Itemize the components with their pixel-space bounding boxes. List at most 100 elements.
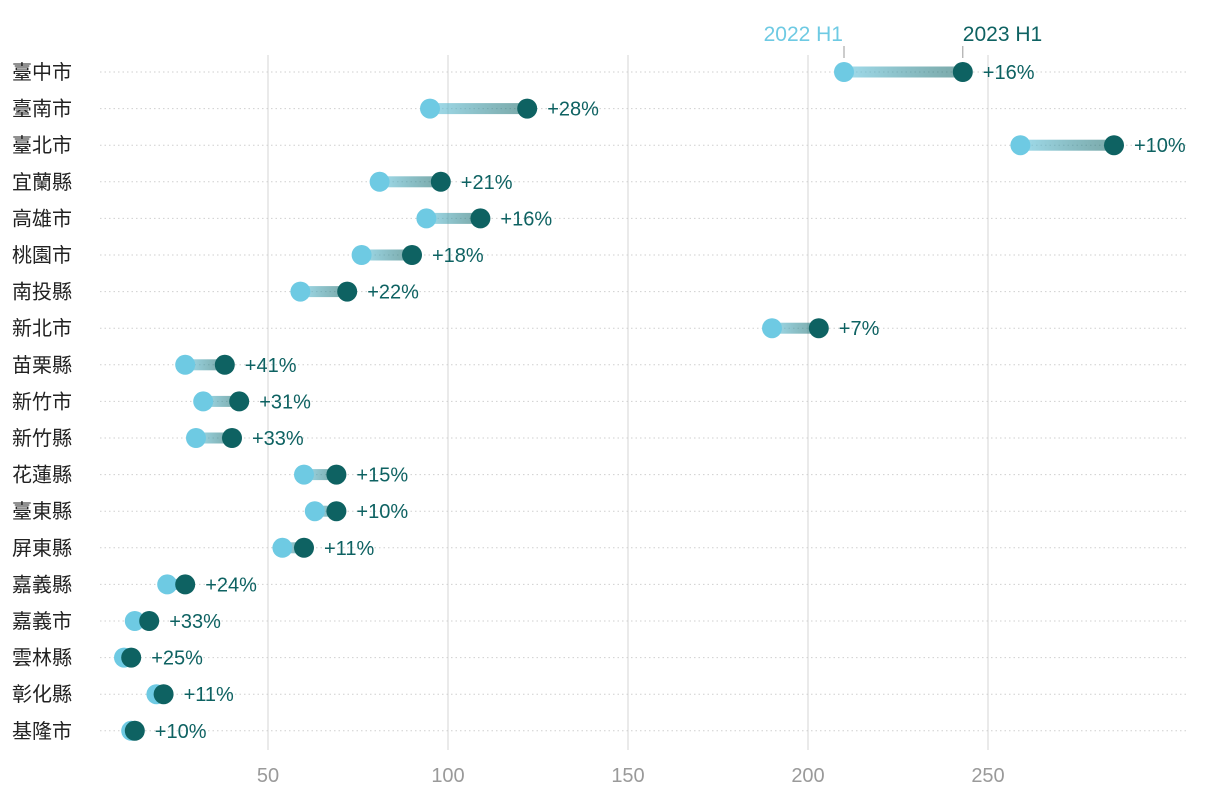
change-label: +10% — [155, 721, 207, 743]
dot-2022 — [175, 354, 196, 375]
dot-2022 — [290, 281, 311, 302]
legend-2023-label: 2023 H1 — [963, 23, 1042, 46]
change-label: +31% — [259, 391, 311, 413]
dot-2023 — [139, 611, 160, 631]
change-label: +25% — [151, 648, 203, 670]
y-category-label: 花蓮縣 — [12, 463, 72, 487]
label-layer: 臺中市 +16% 臺南市 +28% 臺北市 +10% 宜蘭縣 +21% 高雄市 +16% 桃園市 +1… — [12, 60, 1186, 743]
y-category-label: 苗栗縣 — [12, 353, 72, 377]
y-category-label: 宜蘭縣 — [12, 170, 72, 194]
change-label: +16% — [500, 208, 552, 230]
connector-bar — [300, 286, 348, 298]
x-tick-label: 50 — [257, 765, 279, 787]
dot-2023 — [326, 464, 347, 485]
dot-2023 — [294, 537, 314, 558]
change-label: +33% — [252, 428, 304, 450]
x-tick-label: 200 — [791, 765, 824, 787]
change-label: +10% — [1134, 135, 1186, 157]
connector-bar — [203, 395, 240, 407]
dot-2022 — [420, 98, 440, 119]
dot-2023 — [326, 501, 347, 522]
dot-2023 — [175, 574, 196, 595]
change-label: +33% — [169, 611, 221, 633]
connector-bar — [185, 359, 225, 371]
dot-2023 — [121, 647, 142, 668]
change-label: +21% — [461, 172, 513, 194]
y-category-label: 臺南市 — [12, 97, 72, 121]
connector-bar — [304, 469, 337, 481]
change-label: +11% — [184, 684, 234, 706]
change-label: +28% — [547, 99, 599, 121]
dot-2023 — [430, 171, 451, 192]
connector-bar — [314, 505, 337, 517]
dot-2022 — [369, 171, 390, 192]
y-category-label: 臺東縣 — [12, 499, 72, 523]
y-category-label: 嘉義縣 — [12, 572, 72, 596]
dot-2023 — [337, 281, 358, 302]
dot-2022 — [304, 501, 325, 522]
x-tick-label: 250 — [971, 765, 1004, 787]
grid-layer — [267, 55, 989, 750]
connector-bar — [379, 176, 441, 188]
legend-2022-label: 2022 H1 — [764, 23, 843, 46]
connector-bar — [282, 542, 304, 554]
dot-layer — [114, 62, 1124, 741]
dot-2022 — [272, 537, 293, 558]
dot-2023 — [153, 684, 174, 705]
dot-2023 — [808, 318, 829, 339]
y-category-label: 雲林縣 — [12, 646, 72, 670]
y-category-label: 新竹市 — [12, 389, 72, 413]
change-label: +24% — [205, 574, 257, 596]
change-label: +11% — [324, 538, 374, 560]
dot-2022 — [351, 245, 372, 265]
dot-2023 — [214, 354, 235, 375]
connector-bar — [772, 322, 819, 334]
dot-2022 — [294, 464, 314, 485]
connector-bar — [844, 66, 963, 78]
y-category-label: 基隆市 — [12, 719, 72, 743]
dot-2023 — [229, 391, 250, 412]
x-tick-label: 100 — [431, 765, 464, 787]
dot-2023 — [952, 62, 973, 82]
change-label: +18% — [432, 245, 484, 267]
connector-bar — [196, 432, 232, 444]
y-category-label: 桃園市 — [12, 243, 72, 267]
y-category-label: 嘉義市 — [12, 609, 72, 633]
change-label: +41% — [245, 355, 297, 377]
change-label: +7% — [839, 318, 880, 340]
dot-2022 — [157, 574, 178, 595]
row-guides — [100, 71, 1188, 732]
change-label: +22% — [367, 282, 419, 304]
x-tick-label: 150 — [611, 765, 644, 787]
dot-2023 — [402, 245, 422, 265]
dot-2022 — [834, 62, 854, 82]
change-label: +16% — [983, 62, 1035, 84]
dot-2022 — [193, 391, 214, 412]
dot-2023 — [124, 720, 145, 741]
y-category-label: 新竹縣 — [12, 426, 72, 450]
connector-bar — [426, 212, 481, 224]
connector-bar — [361, 249, 412, 261]
change-label: +15% — [356, 465, 408, 487]
x-axis-ticks: 50 100 150 200 250 — [257, 765, 1005, 787]
dot-2023 — [222, 428, 242, 448]
dot-2022 — [416, 208, 437, 229]
y-category-label: 新北市 — [12, 316, 72, 340]
y-category-label: 臺北市 — [12, 133, 72, 157]
legend: 2022 H1 2023 H1 — [764, 23, 1042, 58]
change-label: +10% — [356, 501, 408, 523]
dot-2023 — [470, 208, 491, 229]
y-category-label: 彰化縣 — [12, 682, 72, 706]
connector-bar — [1020, 139, 1114, 151]
dot-2022 — [186, 428, 206, 448]
dot-2022 — [762, 318, 782, 339]
y-category-label: 臺中市 — [12, 60, 72, 84]
dot-2023 — [517, 98, 538, 119]
dot-2022 — [124, 611, 145, 631]
dot-2022 — [1010, 135, 1031, 156]
connector-bar — [430, 103, 528, 115]
y-category-label: 屏東縣 — [12, 536, 72, 560]
y-category-label: 高雄市 — [12, 206, 72, 230]
